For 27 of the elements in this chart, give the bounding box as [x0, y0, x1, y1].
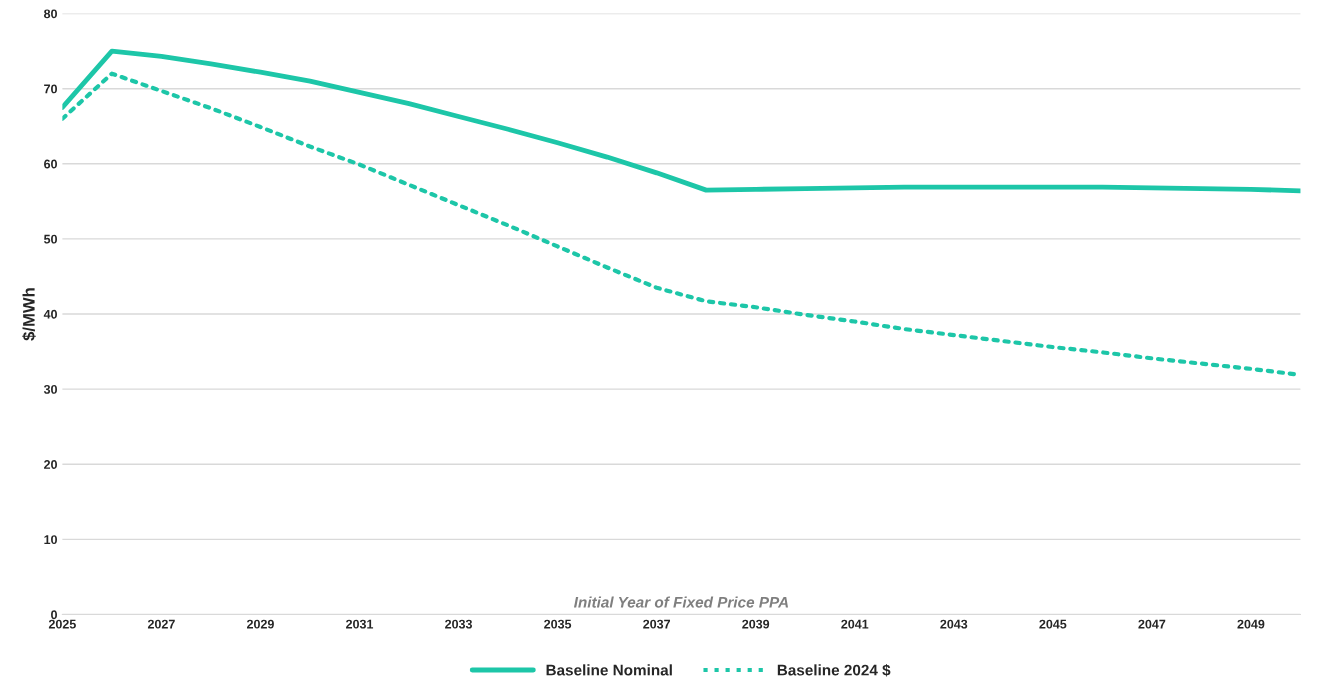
- x-tick-label: 2029: [246, 619, 274, 629]
- x-tick-label: 2035: [544, 619, 572, 629]
- x-tick-label: 2037: [643, 619, 671, 629]
- x-tick-label: 2039: [742, 619, 770, 629]
- y-tick-label: 30: [43, 384, 57, 394]
- y-tick-label: 40: [43, 309, 57, 319]
- x-tick-label: 2049: [1237, 619, 1265, 629]
- y-tick-label: 50: [43, 234, 57, 244]
- x-tick-label: 2041: [841, 619, 869, 629]
- y-tick-label: 20: [44, 460, 57, 469]
- x-tick-label: 2033: [445, 619, 473, 629]
- y-tick-label: 80: [44, 9, 57, 19]
- x-tick-label: 2025: [48, 619, 76, 629]
- legend-label: Baseline 2024 $: [777, 664, 891, 677]
- y-tick-label: 0: [51, 610, 57, 620]
- x-tick-label: 2045: [1039, 619, 1067, 629]
- legend-label: Baseline Nominal: [546, 664, 672, 676]
- x-tick-label: 2043: [940, 619, 968, 629]
- y-axis-title: $/MWh: [22, 288, 36, 341]
- x-tick-label: 2027: [147, 619, 175, 629]
- y-tick-label: 70: [44, 84, 57, 94]
- x-tick-label: 2031: [346, 619, 374, 629]
- y-tick-label: 60: [44, 159, 57, 169]
- x-tick-label: 2047: [1138, 619, 1166, 629]
- line-series: [62, 48, 1301, 194]
- y-tick-label: 10: [44, 535, 57, 545]
- x-axis-title: Initial Year of Fixed Price PPA: [573, 596, 789, 608]
